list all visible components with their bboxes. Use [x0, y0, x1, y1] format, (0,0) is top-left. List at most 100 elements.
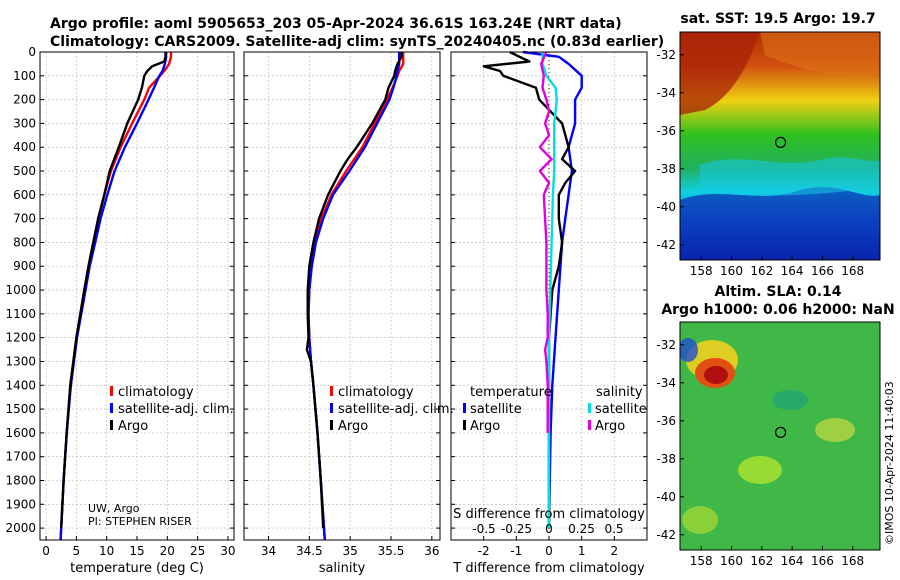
map-y-tick-label: -38	[656, 452, 676, 466]
difference-panel: -2 -1 0 1 2 -0.5 -0.25 0 0.25 0.5 T difference fr…	[450, 50, 648, 576]
sst-mid-patch	[760, 32, 880, 77]
x-tick-label: 35.5	[378, 544, 405, 558]
y-tick-label: 1700	[5, 450, 36, 464]
series-t-argo	[482, 50, 577, 529]
map-y-tick-label: -42	[656, 528, 676, 542]
map-y-tick-label: -40	[656, 200, 676, 214]
map-x-tick-label: 166	[811, 554, 834, 568]
legend-label-argo: Argo	[118, 419, 148, 434]
x-tick-label: 15	[129, 544, 144, 558]
x-tick-label: 36	[424, 544, 439, 558]
sla-map-frame	[679, 321, 881, 551]
legend-swatch-climatology	[330, 386, 333, 396]
header-line-1: Argo profile: aoml 5905653_203 05-Apr-20…	[50, 16, 622, 32]
sla-map-ticks: 158 160 162 164 166 168 -32 -34 -36 -38 -40 -42	[656, 338, 864, 568]
x-tick-label: 25	[190, 544, 205, 558]
sla-map-title-1: Altim. SLA: 0.14	[714, 284, 841, 300]
series-t-satellite	[522, 50, 583, 529]
legend-swatch-s-argo	[588, 420, 591, 430]
salinity-ticks: 34 34.5 35 35.5 36	[244, 51, 440, 558]
temperature-xlabel: temperature (deg C)	[70, 561, 204, 576]
map-y-tick-label: -32	[656, 338, 676, 352]
map-x-tick-label: 166	[811, 264, 834, 278]
x-tick-label: 35	[343, 544, 358, 558]
sla-low-patch-1	[680, 338, 698, 362]
float-pi: PI: STEPHEN RISER	[88, 515, 192, 528]
sla-float-marker	[775, 426, 787, 438]
salinity-frame	[243, 51, 441, 541]
legend-label-satellite: satellite-adj. clim.	[118, 402, 234, 417]
sst-cold-patch	[680, 187, 880, 260]
y-tick-label: 1800	[5, 473, 36, 487]
y-tick-label: 200	[13, 93, 36, 107]
salinity-grid	[244, 51, 440, 540]
y-tick-label: 300	[13, 116, 36, 130]
x-tick-label: 30	[220, 544, 235, 558]
series-satellite-adj-clim-	[307, 52, 401, 541]
map-x-tick-label: 164	[781, 554, 804, 568]
series-s-satellite	[541, 52, 558, 529]
legend-swatch-t-satellite	[463, 403, 466, 413]
sla-yellow-patch-2	[815, 418, 855, 442]
sst-map-ticks: 158 160 162 164 166 168 -32 -34 -36 -38 -40 -42	[656, 48, 864, 278]
y-tick-label: 400	[13, 140, 36, 154]
temperature-grid	[40, 51, 234, 540]
difference-legend: temperature salinity satellite Argo sate…	[463, 385, 647, 434]
legend-swatch-argo	[110, 420, 113, 430]
series-argo	[60, 52, 167, 529]
legend-label-argo: Argo	[338, 419, 368, 434]
legend-label-satellite: satellite-adj. clim.	[338, 402, 454, 417]
legend-label-s-satellite: satellite	[595, 402, 647, 417]
sst-map-frame	[679, 31, 881, 261]
s-tick-label: 0.5	[604, 522, 623, 536]
s-tick-label: -0.5	[472, 522, 495, 536]
legend-title-salinity: salinity	[596, 385, 643, 400]
y-tick-label: 1300	[5, 354, 36, 368]
series-argo	[305, 52, 403, 529]
x-tick-label: 1	[578, 544, 586, 558]
y-tick-label: 500	[13, 164, 36, 178]
legend-label-t-argo: Argo	[470, 419, 500, 434]
t-difference-xlabel: T difference from climatology	[452, 561, 645, 576]
difference-ticks: -2 -1 0 1 2 -0.5 -0.25 0 0.25 0.5	[451, 51, 647, 558]
s-tick-label: 0	[545, 522, 553, 536]
sst-float-marker	[775, 136, 787, 148]
sla-yellow-patch-3	[682, 506, 718, 534]
temperature-panel: 0100200300400500600700800900100011001200…	[5, 45, 235, 576]
y-tick-label: 1200	[5, 331, 36, 345]
map-x-tick-label: 160	[720, 264, 743, 278]
map-y-tick-label: -40	[656, 490, 676, 504]
sla-low-patch-2	[772, 390, 808, 410]
x-tick-label: -2	[478, 544, 490, 558]
series-climatology	[59, 52, 173, 541]
sla-map-title-2: Argo h1000: 0.06 h2000: NaN	[661, 302, 894, 318]
legend-swatch-argo	[330, 420, 333, 430]
map-x-tick-label: 158	[690, 264, 713, 278]
legend-title-temperature: temperature	[470, 385, 552, 400]
temperature-ticks: 0100200300400500600700800900100011001200…	[5, 45, 235, 558]
imos-credit: ©IMOS 10-Apr-2024 11:40:03	[883, 381, 896, 545]
y-tick-label: 1600	[5, 426, 36, 440]
header-line-2: Climatology: CARS2009. Satellite-adj cli…	[50, 34, 664, 50]
y-tick-label: 600	[13, 188, 36, 202]
sla-yellow-patch	[738, 456, 782, 484]
temperature-series	[59, 52, 173, 541]
legend-swatch-t-argo	[463, 420, 466, 430]
sst-cyan-band	[700, 157, 880, 196]
map-y-tick-label: -36	[656, 124, 676, 138]
y-tick-label: 2000	[5, 521, 36, 535]
legend-swatch-satellite	[330, 403, 333, 413]
sla-map: Altim. SLA: 0.14 Argo h1000: 0.06 h2000:…	[656, 284, 894, 568]
sst-map-title: sat. SST: 19.5 Argo: 19.7	[680, 11, 875, 27]
sla-high-core	[704, 366, 728, 384]
x-tick-label: 2	[611, 544, 619, 558]
map-x-tick-label: 164	[781, 264, 804, 278]
legend-label-s-argo: Argo	[595, 419, 625, 434]
map-x-tick-label: 162	[750, 554, 773, 568]
difference-series	[482, 50, 583, 529]
y-tick-label: 1400	[5, 378, 36, 392]
series-climatology	[307, 52, 405, 541]
x-tick-label: 5	[73, 544, 81, 558]
sst-warm-patch	[680, 32, 760, 115]
series-s-argo	[538, 51, 553, 433]
